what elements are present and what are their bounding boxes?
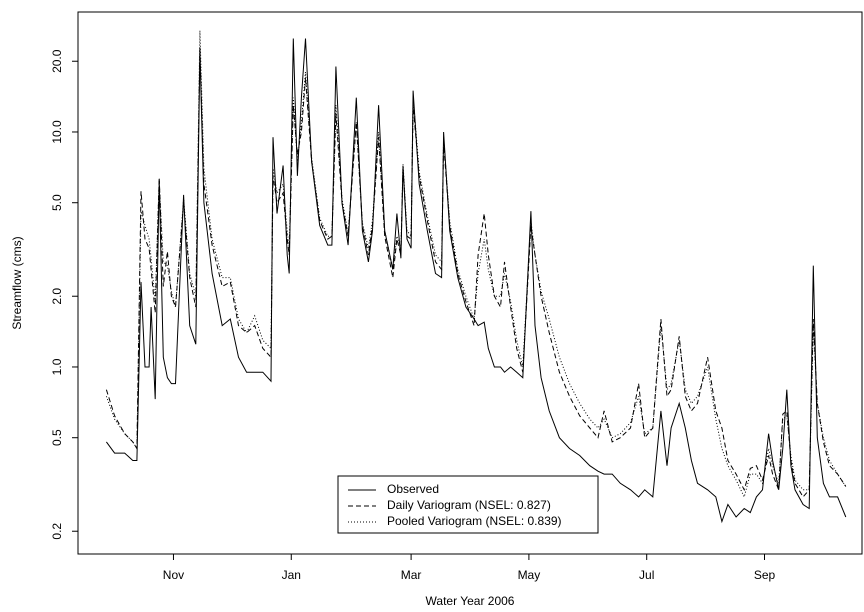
legend-box <box>337 475 599 534</box>
y-tick-label: 0.5 <box>50 429 64 446</box>
y-axis-label: Streamflow (cms) <box>10 236 24 329</box>
x-tick-label: Jul <box>639 568 654 582</box>
plot-frame <box>77 11 863 555</box>
y-tick-label: 20.0 <box>50 49 64 73</box>
legend-label: Observed <box>387 482 439 496</box>
series-line <box>105 46 847 498</box>
series-line <box>105 30 847 499</box>
y-tick-label: 2.0 <box>50 288 64 305</box>
x-tick-label: May <box>518 568 541 582</box>
x-tick-label: Nov <box>163 568 184 582</box>
x-tick-label: Jan <box>282 568 301 582</box>
x-tick-label: Sep <box>754 568 776 582</box>
y-tick-label: 1.0 <box>50 358 64 375</box>
x-axis-label: Water Year 2006 <box>426 594 515 608</box>
y-tick-label: 0.2 <box>50 523 64 540</box>
y-tick-label: 5.0 <box>50 194 64 211</box>
legend-label: Pooled Variogram (NSEL: 0.839) <box>387 514 562 528</box>
x-tick-label: Mar <box>401 568 422 582</box>
series-line <box>105 38 847 524</box>
y-tick-label: 10.0 <box>50 120 64 144</box>
legend-label: Daily Variogram (NSEL: 0.827) <box>387 498 551 512</box>
